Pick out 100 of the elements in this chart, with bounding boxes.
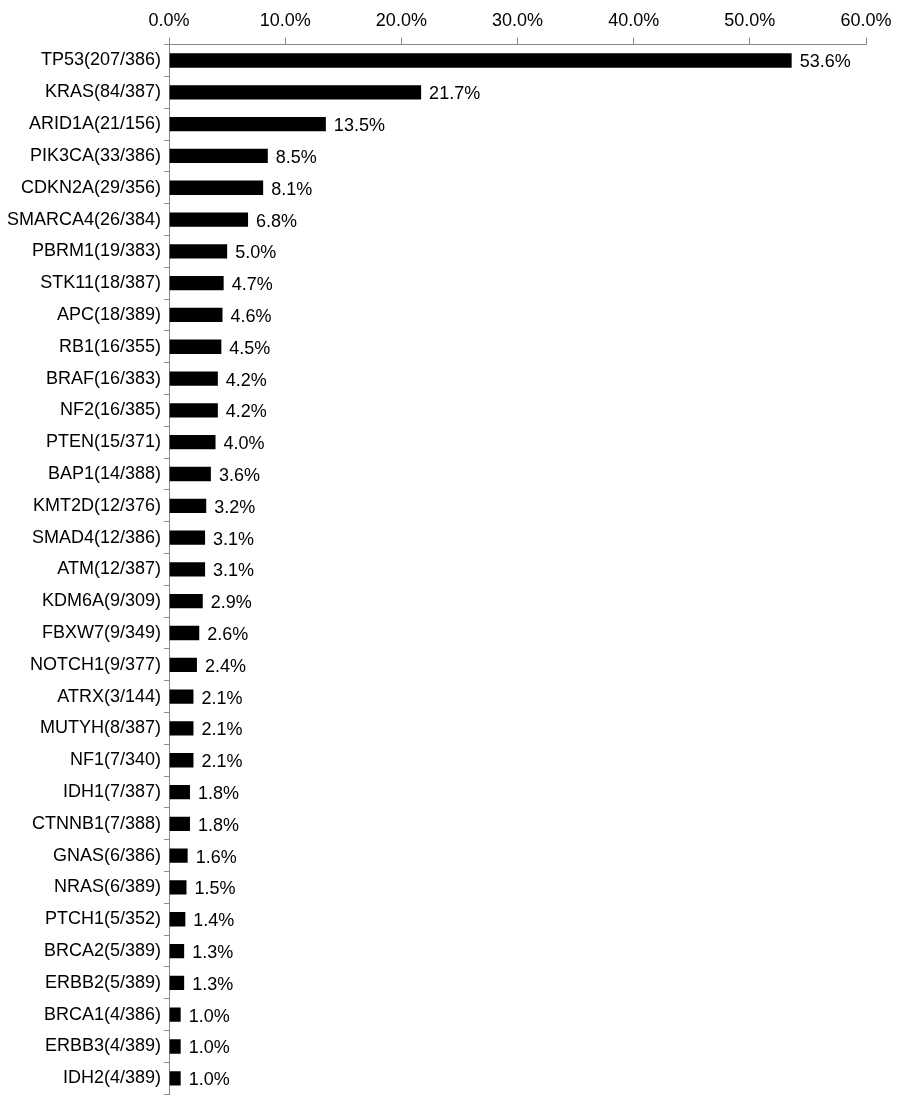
- bar: [169, 594, 203, 609]
- y-tick-label: PIK3CA(33/386): [29, 144, 162, 165]
- data-label: 3.2%: [214, 496, 256, 517]
- bar: [169, 657, 197, 672]
- data-label: 53.6%: [799, 51, 851, 72]
- bar: [169, 244, 228, 259]
- data-label: 4.7%: [231, 274, 273, 295]
- y-tick-label: BRCA2(5/389): [44, 940, 162, 961]
- bar: [169, 880, 187, 895]
- y-tick-label: NF2(16/385): [60, 399, 162, 420]
- data-label: 2.4%: [204, 655, 246, 676]
- bar: [169, 912, 186, 927]
- bar: [169, 625, 200, 641]
- x-tick-label: 50.0%: [724, 9, 776, 30]
- y-tick-label: PTCH1(5/352): [45, 908, 162, 929]
- y-tick-label: SMAD4(12/386): [32, 526, 162, 547]
- y-tick-label: STK11(18/387): [40, 272, 162, 293]
- data-label: 2.1%: [201, 719, 243, 740]
- y-tick-label: NRAS(6/389): [54, 876, 162, 897]
- data-label: 1.8%: [197, 814, 239, 835]
- data-label: 4.2%: [225, 369, 267, 390]
- y-tick-label: KMT2D(12/376): [33, 494, 162, 515]
- bar: [169, 530, 206, 545]
- data-label: 3.6%: [218, 464, 260, 485]
- y-tick-label: BRAF(16/383): [46, 367, 162, 388]
- x-tick-label: 0.0%: [148, 9, 190, 30]
- y-tick-label: ERBB2(5/389): [45, 971, 162, 992]
- y-tick-label: RB1(16/355): [59, 335, 162, 356]
- data-label: 1.8%: [197, 783, 239, 804]
- bar: [169, 975, 185, 991]
- y-tick-label: KDM6A(9/309): [42, 590, 162, 611]
- data-label: 1.6%: [195, 846, 237, 867]
- y-tick-label: BRCA1(4/386): [44, 1003, 162, 1024]
- y-tick-label: IDH2(4/389): [63, 1067, 162, 1088]
- data-label: 21.7%: [429, 83, 481, 104]
- bar: [169, 784, 190, 800]
- y-tick-label: ATRX(3/144): [57, 685, 162, 706]
- data-label: 1.0%: [188, 1037, 230, 1058]
- data-label: 13.5%: [333, 115, 385, 136]
- data-label: 1.0%: [188, 1069, 230, 1090]
- bar: [169, 816, 190, 832]
- bar: [169, 1007, 181, 1022]
- bar: [169, 339, 222, 354]
- data-label: 3.1%: [213, 560, 255, 581]
- bar: [169, 498, 207, 513]
- y-tick-label: ERBB3(4/389): [45, 1035, 162, 1056]
- y-tick-label: NF1(7/340): [70, 749, 162, 770]
- bar: [169, 943, 185, 959]
- bar: [169, 753, 194, 768]
- x-tick-label: 10.0%: [259, 9, 311, 30]
- data-label: 5.0%: [235, 242, 277, 263]
- bar: [169, 371, 218, 386]
- bar: [169, 848, 188, 863]
- bar: [169, 53, 792, 68]
- y-tick-label: PBRM1(19/383): [32, 240, 162, 261]
- bar: [169, 435, 216, 450]
- data-label: 6.8%: [256, 210, 298, 231]
- data-label: 2.1%: [201, 687, 243, 708]
- bar: [169, 148, 268, 164]
- bar: [169, 116, 326, 132]
- bar: [169, 212, 249, 227]
- y-tick-label: BAP1(14/388): [47, 462, 162, 483]
- bar: [169, 403, 218, 418]
- bar: [169, 689, 194, 704]
- x-tick-label: 20.0%: [375, 9, 427, 30]
- bar: [169, 275, 224, 291]
- data-label: 4.0%: [223, 433, 265, 454]
- data-label: 1.4%: [193, 910, 235, 931]
- data-label: 2.9%: [210, 592, 252, 613]
- data-label: 1.3%: [192, 973, 234, 994]
- bar: [169, 1039, 181, 1054]
- x-tick-label: 30.0%: [492, 9, 544, 30]
- data-label: 4.5%: [229, 337, 271, 358]
- data-label: 8.1%: [271, 178, 313, 199]
- data-label: 1.3%: [192, 942, 234, 963]
- x-tick-label: 40.0%: [608, 9, 660, 30]
- bar: [169, 85, 422, 100]
- data-label: 3.1%: [213, 528, 255, 549]
- bar: [169, 562, 206, 577]
- x-tick-label: 60.0%: [840, 9, 892, 30]
- data-label: 2.6%: [207, 623, 249, 644]
- data-label: 2.1%: [201, 751, 243, 772]
- data-label: 4.2%: [225, 401, 267, 422]
- data-label: 8.5%: [275, 146, 317, 167]
- y-tick-label: GNAS(6/386): [53, 844, 162, 865]
- data-label: 4.6%: [230, 305, 272, 326]
- y-tick-label: CDKN2A(29/356): [21, 176, 162, 197]
- bar: [169, 1071, 181, 1086]
- y-tick-label: CTNNB1(7/388): [32, 812, 162, 833]
- bar: [169, 721, 194, 736]
- y-tick-label: NOTCH1(9/377): [30, 653, 162, 674]
- y-tick-label: ARID1A(21/156): [28, 113, 162, 134]
- y-tick-label: APC(18/389): [57, 303, 162, 324]
- y-tick-label: SMARCA4(26/384): [6, 208, 162, 229]
- y-tick-label: FBXW7(9/349): [42, 621, 162, 642]
- data-label: 1.5%: [194, 878, 236, 899]
- data-label: 1.0%: [188, 1005, 230, 1026]
- y-tick-label: PTEN(15/371): [46, 431, 162, 452]
- bar: [169, 307, 223, 323]
- bar: [169, 180, 264, 195]
